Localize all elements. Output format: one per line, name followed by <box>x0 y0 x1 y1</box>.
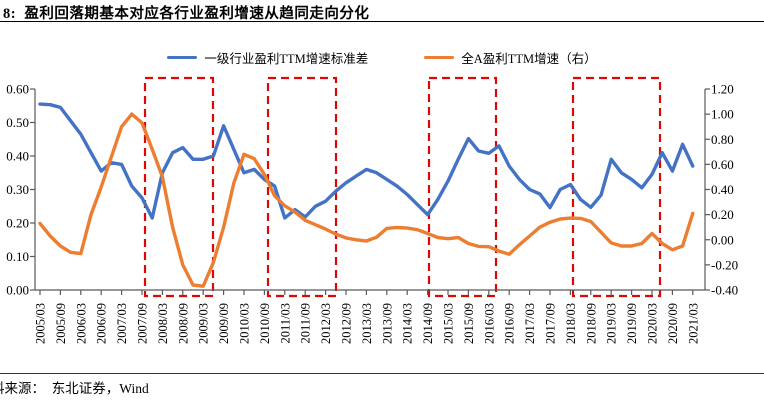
axis-tick-label: 2006/03 <box>74 303 88 344</box>
legend-swatch-orange-line <box>424 55 455 60</box>
axis-tick-label: 0.40 <box>6 149 29 164</box>
axis-tick-label: 1.20 <box>711 82 734 97</box>
legend-label-profit: 全A盈利TTM增速（右） <box>461 52 597 66</box>
axis-tick-label: 2016/03 <box>482 303 496 344</box>
axis-tick-label: 2010/09 <box>258 303 272 344</box>
axis-tick-label: 2011/09 <box>299 303 313 344</box>
highlight-region-2 <box>266 76 338 298</box>
legend-swatch-blue-line <box>167 55 198 60</box>
axis-tick-label: 2008/03 <box>156 303 170 344</box>
axis-tick-label: 2011/03 <box>278 303 292 344</box>
source-note: 料来源： 东北证券，Wind <box>0 381 149 396</box>
axis-tick-label: 2013/03 <box>360 303 374 344</box>
legend-item-profit: 全A盈利TTM增速（右） <box>424 48 597 67</box>
highlight-region-1 <box>143 76 215 298</box>
axis-tick-label: 2017/03 <box>523 303 537 344</box>
axis-tick-label: 2016/09 <box>503 303 517 344</box>
axis-tick-label: 0.80 <box>711 132 734 147</box>
highlight-region-3 <box>427 76 498 298</box>
legend-item-std: 一级行业盈利TTM增速标准差 <box>167 48 368 67</box>
axis-tick-label: 2013/09 <box>380 303 394 344</box>
axis-tick-label: 2009/03 <box>197 303 211 344</box>
axis-tick-label: 2012/09 <box>340 303 354 344</box>
axis-tick-label: 0.50 <box>6 115 29 130</box>
axis-tick-label: 2012/03 <box>319 303 333 344</box>
series-line-industry-std <box>38 102 695 220</box>
axis-tick-label: 0.00 <box>6 283 29 298</box>
axis-tick-label: 0.20 <box>6 216 29 231</box>
axis-tick-label: 2014/09 <box>421 303 435 344</box>
axis-tick-label: 2021/03 <box>686 303 700 344</box>
axis-tick-label: 1.00 <box>711 107 734 122</box>
axis-tick-label: 2018/09 <box>584 303 598 344</box>
axis-tick-label: -0.20 <box>711 257 738 272</box>
title-divider <box>0 21 764 22</box>
axis-tick-label: 2018/03 <box>564 303 578 344</box>
axis-tick-label: 0.60 <box>711 157 734 172</box>
axis-tick-label: 2006/09 <box>95 303 109 344</box>
axis-tick-label: 0.60 <box>6 82 29 97</box>
axis-tick-label: 2017/09 <box>544 303 558 344</box>
axis-tick-label: 2007/03 <box>115 303 129 344</box>
footer-divider <box>0 373 764 374</box>
axis-tick-label: 0.40 <box>711 182 734 197</box>
axis-tick-label: 2015/09 <box>462 303 476 344</box>
axis-tick-label: 0.30 <box>6 182 29 197</box>
axis-tick-label: 2019/03 <box>605 303 619 344</box>
axis-tick-label: 2010/03 <box>238 303 252 344</box>
axis-tick-label: 2020/09 <box>666 303 680 344</box>
axis-tick-label: 2005/03 <box>34 303 48 344</box>
axis-tick-label: 2007/09 <box>136 303 150 344</box>
axis-tick-label: 2008/09 <box>176 303 190 344</box>
legend-label-std: 一级行业盈利TTM增速标准差 <box>204 52 369 66</box>
axis-tick-label: 0.20 <box>711 207 734 222</box>
axis-tick-label: 0.00 <box>711 232 734 247</box>
figure-title: 8: 盈利回落期基本对应各行业盈利增速从趋同走向分化 <box>3 6 370 22</box>
axis-tick-label: 2009/09 <box>217 303 231 344</box>
axis-tick-label: 2005/09 <box>54 303 68 344</box>
chart-legend: 一级行业盈利TTM增速标准差 全A盈利TTM增速（右） <box>0 48 764 67</box>
axis-tick-label: -0.40 <box>711 283 738 298</box>
highlight-region-4 <box>571 76 662 298</box>
axis-tick-label: 0.10 <box>6 249 29 264</box>
axis-tick-label: 2015/03 <box>442 303 456 344</box>
axis-tick-label: 2020/03 <box>646 303 660 344</box>
axis-tick-label: 2014/03 <box>401 303 415 344</box>
axis-tick-label: 2019/09 <box>625 303 639 344</box>
series-line-all-a-profit <box>38 112 695 288</box>
